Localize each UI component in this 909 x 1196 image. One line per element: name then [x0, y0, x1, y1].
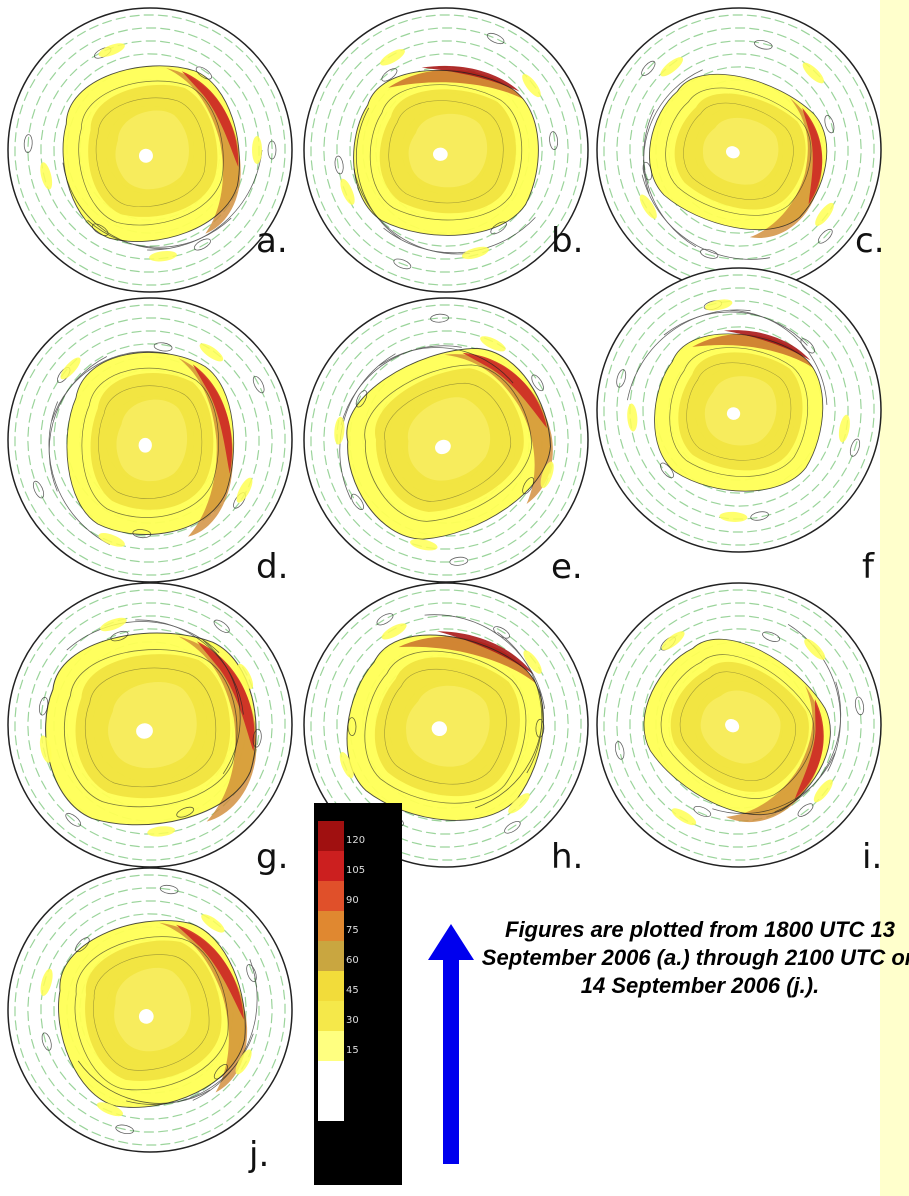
panel-d-plot — [7, 297, 293, 583]
spiral-band-contours — [334, 32, 559, 270]
colorbar-tick-120: 120 — [346, 835, 366, 846]
vortex-core-shading — [58, 920, 248, 1108]
spiral-band-contours — [616, 300, 861, 521]
colorbar-segment — [318, 941, 344, 971]
spiral-band-contours — [641, 40, 835, 260]
outer-shading-streaks — [340, 49, 541, 260]
colorbar-tick-90: 90 — [346, 895, 359, 906]
outer-shading-streaks — [40, 914, 252, 1117]
panel-label: b. — [551, 221, 584, 261]
panel-g-plot — [7, 582, 293, 868]
vortex-core-shading — [654, 330, 824, 492]
panel-i-plot — [596, 582, 882, 868]
panel-label: d. — [256, 547, 289, 587]
colorbar-tick-75: 75 — [346, 925, 359, 936]
spiral-band-contours — [23, 47, 277, 251]
panel-label: i. — [862, 837, 883, 877]
vortex-core-shading — [353, 65, 539, 236]
panel-label: e. — [551, 547, 583, 587]
panel-label: c. — [855, 221, 885, 261]
vortex-core-shading — [643, 638, 831, 823]
panel-h-plot — [303, 582, 589, 868]
panel-label: f — [862, 547, 874, 587]
colorbar-segment — [318, 971, 344, 1001]
panel-j-plot — [7, 867, 293, 1153]
colorbar-tick-60: 60 — [346, 955, 359, 966]
colorbar-tick-45: 45 — [346, 985, 359, 996]
outer-shading-streaks — [39, 617, 254, 837]
outer-shading-streaks — [639, 57, 834, 226]
colorbar-tick-15: 15 — [346, 1045, 359, 1056]
outer-shading-streaks — [339, 623, 542, 814]
colorbar-segment — [318, 821, 344, 851]
panel-e-plot — [303, 297, 589, 583]
vortex-core-shading — [346, 631, 544, 821]
outer-shading-streaks — [60, 343, 253, 547]
spiral-band-contours — [339, 313, 544, 566]
outer-shading-streaks — [661, 631, 833, 826]
vortex-core-shading — [66, 351, 235, 537]
colorbar-segment — [318, 851, 344, 881]
figure-caption: Figures are plotted from 1800 UTC 13 Sep… — [481, 917, 909, 998]
outer-shading-streaks — [627, 299, 850, 522]
vortex-core-shading — [346, 347, 553, 540]
outer-shading-streaks — [40, 43, 262, 262]
spiral-band-contours — [614, 623, 865, 817]
colorbar-segment — [318, 881, 344, 911]
panel-a-plot — [7, 7, 293, 293]
wind-vectors — [603, 14, 875, 286]
vortex-core-shading — [649, 73, 828, 238]
panel-label: h. — [551, 837, 584, 877]
panel-f-plot — [596, 267, 882, 553]
spiral-band-contours — [38, 619, 262, 827]
colorbar-tick-30: 30 — [346, 1015, 359, 1026]
colorbar-tick-105: 105 — [346, 865, 366, 876]
vortex-core-shading — [62, 65, 241, 242]
panel-c-plot — [596, 7, 882, 293]
colorbar-segment — [318, 1061, 344, 1121]
colorbar-segment — [318, 1001, 344, 1031]
panel-label: a. — [256, 221, 288, 261]
colorbar-segment — [318, 911, 344, 941]
colorbar: 120 105 90 75 60 45 30 15 — [314, 803, 402, 1185]
colorbar-segment — [318, 1031, 344, 1061]
panel-label: g. — [256, 837, 289, 877]
vortex-core-shading — [45, 632, 257, 826]
up-arrow-icon — [428, 924, 474, 1164]
panel-b-plot — [303, 7, 589, 293]
panel-label: j. — [249, 1135, 270, 1175]
outer-shading-streaks — [334, 336, 554, 551]
